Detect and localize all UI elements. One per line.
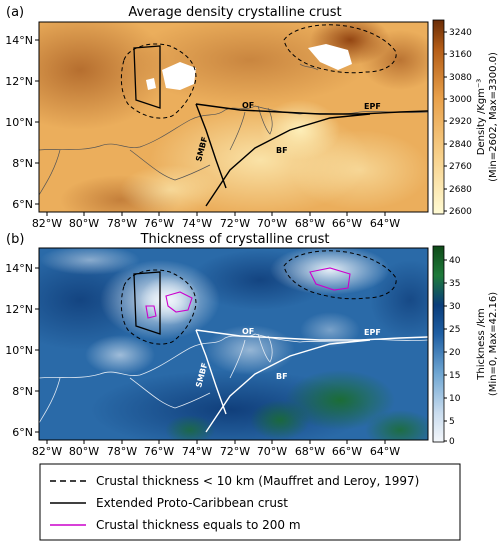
x-tick-b-1: 80°W xyxy=(69,445,99,458)
x-tick-a-0: 82°W xyxy=(32,217,62,230)
x-tick-a-8: 66°W xyxy=(332,217,362,230)
colorbar-a: 3240 3160 3080 3000 2920 2840 2760 2680 … xyxy=(432,19,499,217)
x-tick-b-9: 64°W xyxy=(370,445,400,458)
thickness-map: OF EPF BF SMBF xyxy=(39,248,428,440)
x-tick-b-6: 70°W xyxy=(257,445,287,458)
fault-label-bf: BF xyxy=(276,146,288,155)
panel-a-label: (a) xyxy=(6,5,24,20)
cbar-a-label-2: (Min=2602, Max=3300.0) xyxy=(488,52,499,182)
cbar-b-tick-8: 0 xyxy=(449,437,455,447)
y-tick-a-1: 12°N xyxy=(5,75,33,88)
legend-label-1: Extended Proto-Caribbean crust xyxy=(96,496,288,510)
cbar-b-tick-4: 20 xyxy=(449,348,461,358)
cbar-a-tick-1: 3160 xyxy=(449,50,472,60)
cbar-a-tick-7: 2680 xyxy=(449,185,472,195)
fault-label-of-b: OF xyxy=(242,327,254,336)
x-tick-a-1: 80°W xyxy=(69,217,99,230)
x-tick-a-2: 78°W xyxy=(107,217,137,230)
cbar-b-tick-6: 10 xyxy=(449,394,461,404)
panel-b-x-axis: 82°W 80°W 78°W 76°W 74°W 72°W 70°W 68°W … xyxy=(32,440,400,458)
cbar-a-tick-4: 2920 xyxy=(449,117,472,127)
cbar-b-tick-2: 30 xyxy=(449,302,461,312)
x-tick-a-7: 68°W xyxy=(295,217,325,230)
y-tick-a-4: 6°N xyxy=(12,198,33,211)
cbar-b-tick-5: 15 xyxy=(449,371,460,381)
legend-box xyxy=(39,463,461,541)
y-tick-a-0: 14°N xyxy=(5,34,33,47)
panel-b: (b) Thickness of crystalline crust xyxy=(5,232,499,458)
cbar-b-tick-7: 5 xyxy=(449,417,455,427)
y-tick-b-3: 8°N xyxy=(12,385,33,398)
cbar-b-label-1: Thickness /km xyxy=(476,308,487,381)
x-tick-a-4: 74°W xyxy=(182,217,212,230)
x-tick-b-8: 66°W xyxy=(332,445,362,458)
x-tick-b-2: 78°W xyxy=(107,445,137,458)
panel-b-label: (b) xyxy=(6,232,24,247)
density-map: OF EPF BF SMBF xyxy=(39,22,428,212)
legend: Crustal thickness < 10 km (Mauffret and … xyxy=(39,463,461,541)
legend-item-dashed: Crustal thickness < 10 km (Mauffret and … xyxy=(50,474,419,488)
panel-a-frame xyxy=(38,21,429,213)
panel-b-y-axis: 14°N 12°N 10°N 8°N 6°N xyxy=(5,262,39,439)
y-tick-b-2: 10°N xyxy=(5,344,33,357)
x-tick-a-5: 72°W xyxy=(220,217,250,230)
panel-b-title: Thickness of crystalline crust xyxy=(140,232,330,247)
fault-label-of: OF xyxy=(242,101,254,110)
y-tick-b-1: 12°N xyxy=(5,303,33,316)
cbar-b-tick-3: 25 xyxy=(449,325,460,335)
y-tick-a-2: 10°N xyxy=(5,116,33,129)
legend-label-0: Crustal thickness < 10 km (Mauffret and … xyxy=(96,474,419,488)
x-tick-b-4: 74°W xyxy=(182,445,212,458)
cbar-a-tick-8: 2600 xyxy=(449,207,472,217)
cbar-b-tick-1: 35 xyxy=(449,279,460,289)
x-tick-a-3: 76°W xyxy=(144,217,174,230)
y-tick-a-3: 8°N xyxy=(12,157,33,170)
cbar-b-label-2: (Min=0, Max=42.16) xyxy=(488,292,499,396)
cbar-a-tick-6: 2760 xyxy=(449,162,472,172)
cbar-a-tick-3: 3000 xyxy=(449,95,472,105)
colorbar-b: 40 35 30 25 20 15 10 5 0 Thickness /km (… xyxy=(432,245,499,447)
cbar-b-tick-0: 40 xyxy=(449,256,461,266)
y-tick-b-0: 14°N xyxy=(5,262,33,275)
cbar-a-tick-2: 3080 xyxy=(449,73,472,83)
panel-a: (a) Average density crystalline crust xyxy=(5,5,499,230)
panel-b-frame xyxy=(38,247,429,441)
x-tick-b-3: 76°W xyxy=(144,445,174,458)
x-tick-b-0: 82°W xyxy=(32,445,62,458)
x-tick-b-7: 68°W xyxy=(295,445,325,458)
legend-item-solid: Extended Proto-Caribbean crust xyxy=(50,496,288,510)
x-tick-a-9: 64°W xyxy=(370,217,400,230)
cbar-a-tick-0: 3240 xyxy=(449,28,472,38)
panel-a-title: Average density crystalline crust xyxy=(128,5,341,20)
panel-a-y-axis: 14°N 12°N 10°N 8°N 6°N xyxy=(5,34,39,211)
cbar-a-label-1: Density /Kgm⁻³ xyxy=(476,79,487,156)
x-tick-b-5: 72°W xyxy=(220,445,250,458)
fault-label-epf: EPF xyxy=(364,102,381,111)
legend-label-2: Crustal thickness equals to 200 m xyxy=(96,518,301,532)
cbar-a-tick-5: 2840 xyxy=(449,140,472,150)
x-tick-a-6: 70°W xyxy=(257,217,287,230)
legend-item-magenta: Crustal thickness equals to 200 m xyxy=(50,518,301,532)
y-tick-b-4: 6°N xyxy=(12,426,33,439)
fault-label-epf-b: EPF xyxy=(364,328,381,337)
fault-label-bf-b: BF xyxy=(276,372,288,381)
panel-a-x-axis: 82°W 80°W 78°W 76°W 74°W 72°W 70°W 68°W … xyxy=(32,212,400,230)
